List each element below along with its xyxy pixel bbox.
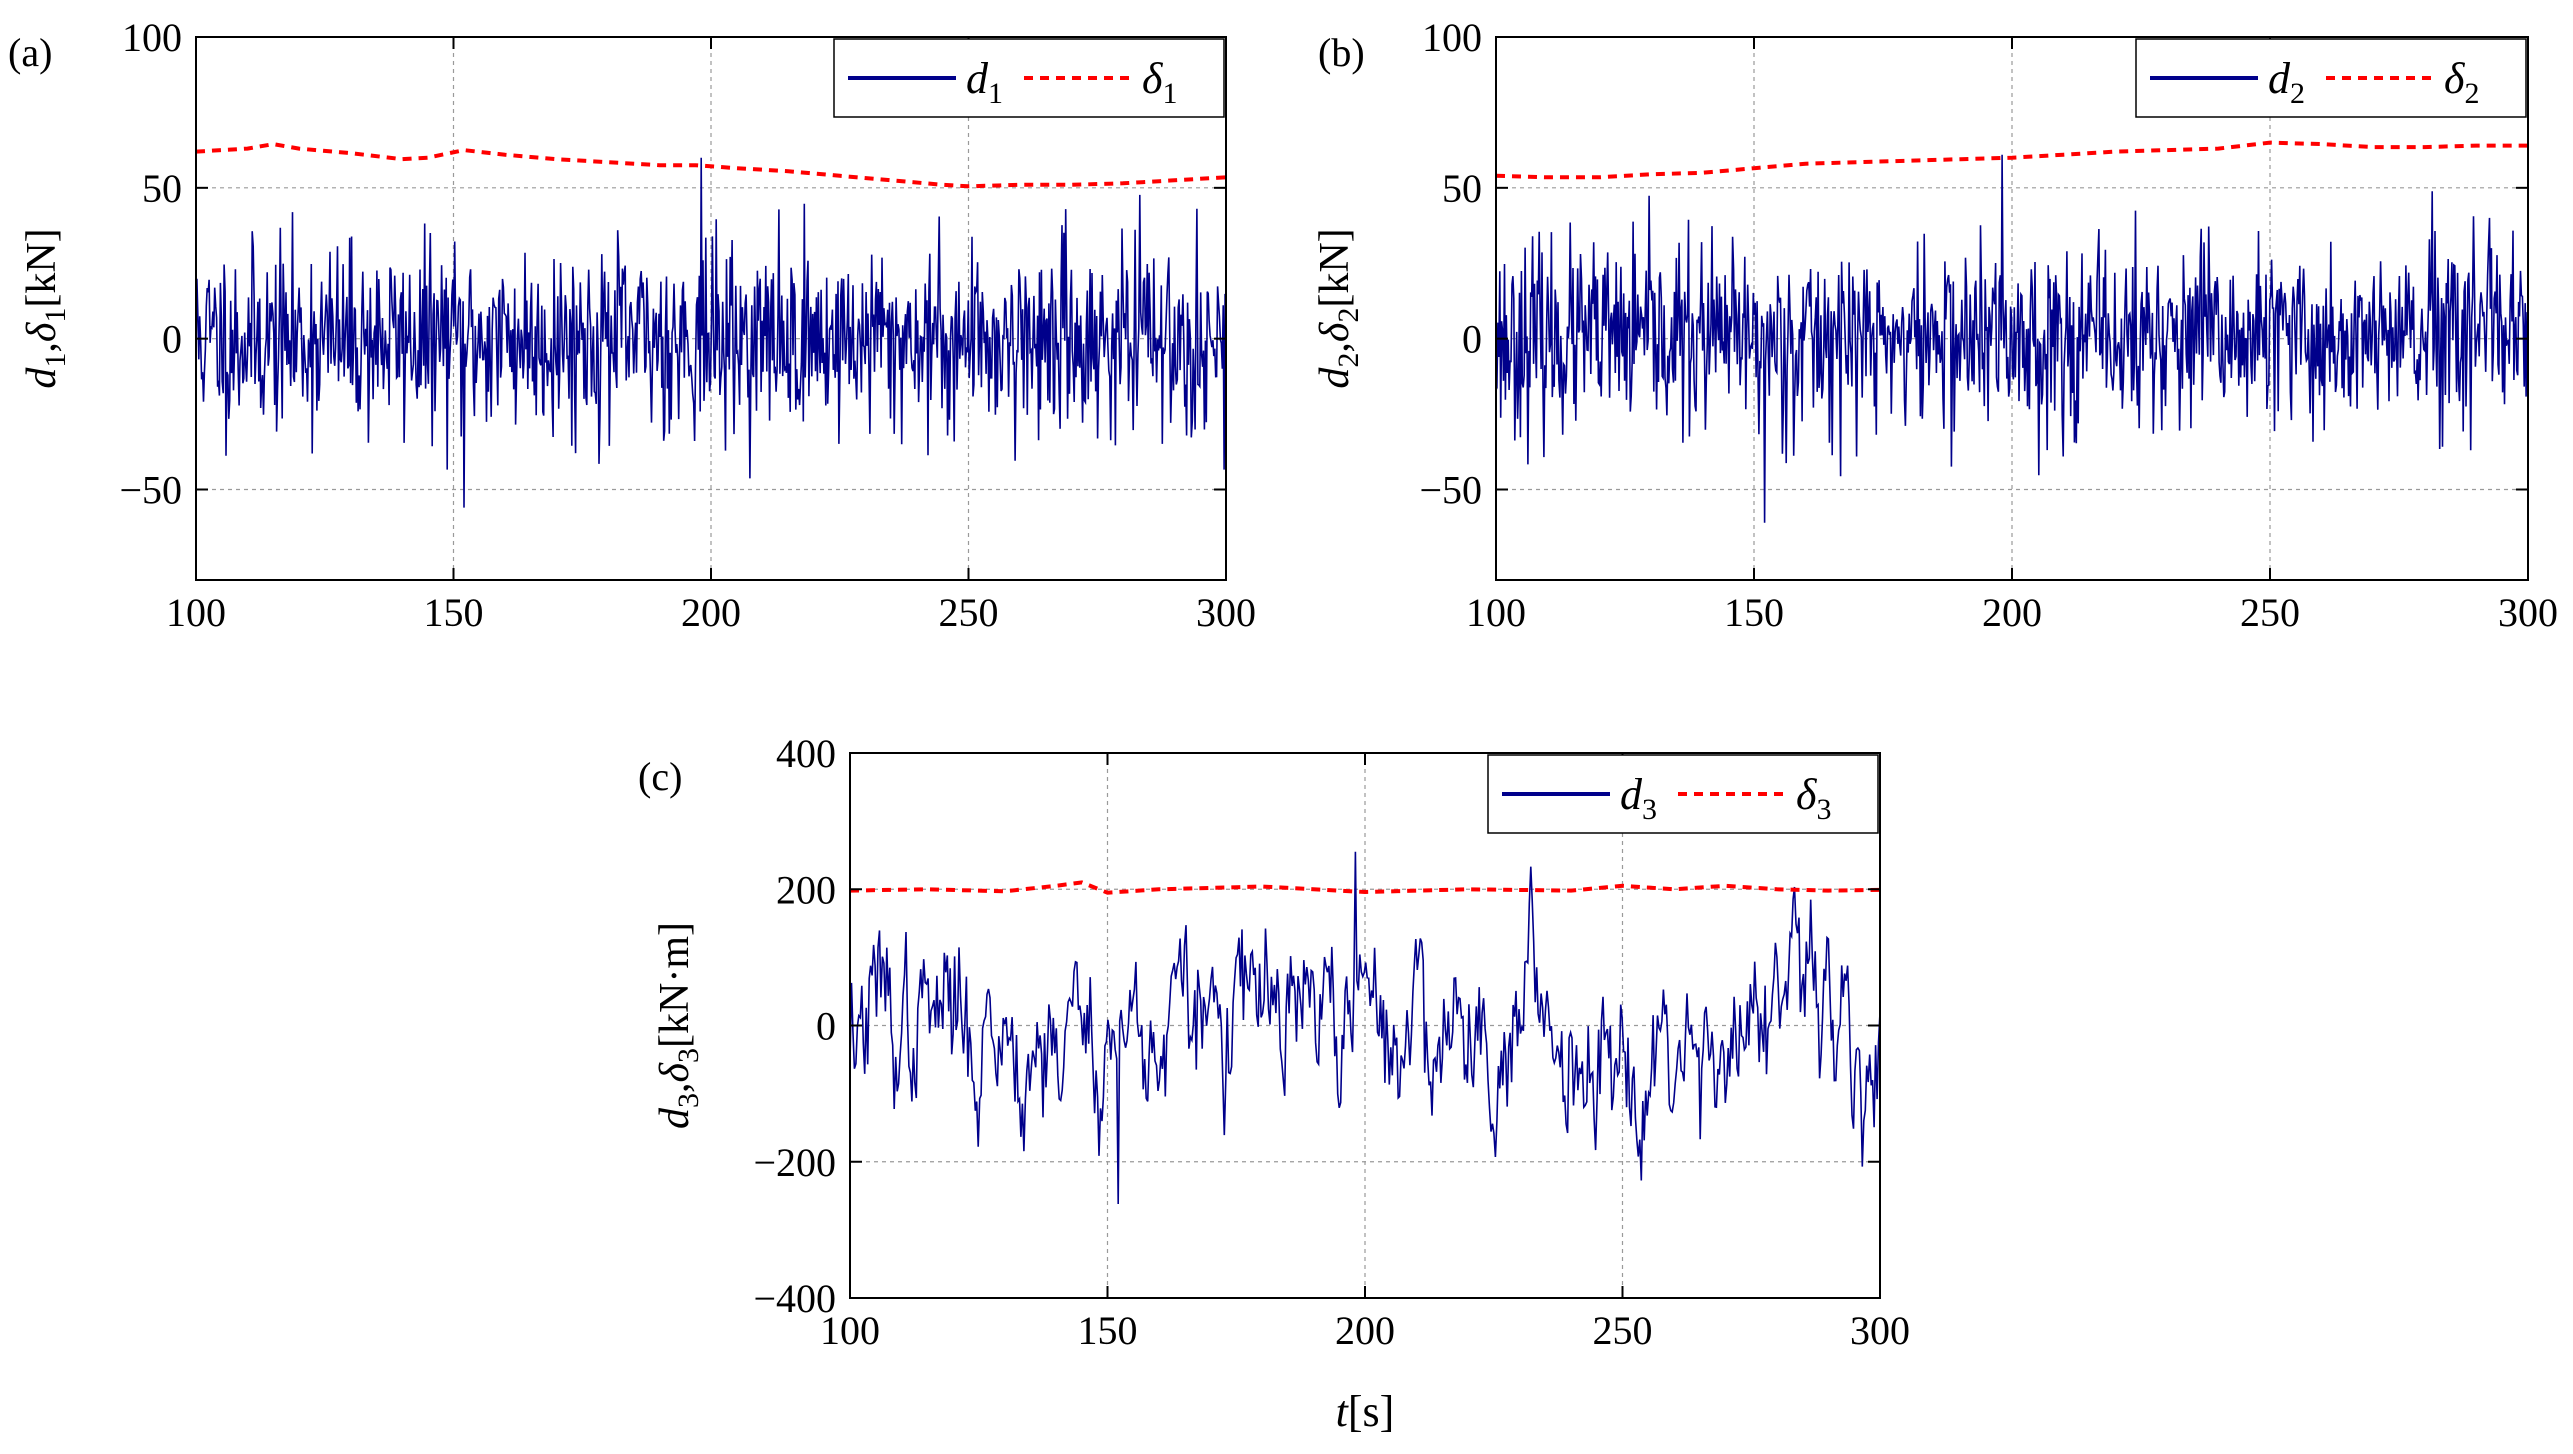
x-axis-label: t[s] — [1336, 1387, 1395, 1436]
y-label-var2: δ — [19, 321, 65, 342]
series-line-δ2 — [1496, 140, 2528, 180]
legend-sub: 3 — [1642, 793, 1657, 826]
x-tick-label: 300 — [1196, 590, 1256, 635]
y-tick-label: −50 — [119, 468, 182, 513]
y-label-sub: 3 — [672, 1093, 705, 1108]
legend-entry-2: δ2 — [2444, 54, 2479, 110]
y-axis-label-text: d1,δ1[kN] — [19, 228, 72, 388]
x-tick-label: 250 — [2240, 590, 2300, 635]
y-axis-label-text: d2,δ2[kN] — [1312, 228, 1365, 388]
legend-sub: 2 — [2290, 77, 2305, 110]
x-tick-label: 150 — [1078, 1308, 1138, 1353]
y-tick-label: 100 — [122, 15, 182, 60]
y-axis-label: d1,δ1[kN] — [19, 228, 72, 388]
y-tick-label: 100 — [1422, 15, 1482, 60]
y-label-var2: δ — [1312, 321, 1358, 342]
y-label-sep: , — [652, 1083, 698, 1094]
panel-label: (a) — [8, 30, 52, 75]
x-tick-label: 200 — [1982, 590, 2042, 635]
y-axis-label-text: d3,δ3[kN·m] — [652, 922, 705, 1129]
y-label-sub2: 1 — [39, 308, 72, 323]
legend-entry-1: d1 — [966, 54, 1003, 110]
y-axis-label: d3,δ3[kN·m] — [652, 922, 705, 1129]
legend-entry-1: d3 — [1620, 770, 1657, 826]
x-tick-label: 150 — [1724, 590, 1784, 635]
legend-name: δ — [1796, 770, 1818, 819]
y-label-var: d — [19, 367, 65, 389]
y-tick-label: −50 — [1419, 468, 1482, 513]
legend-entry-2: δ3 — [1796, 770, 1831, 826]
panel-label: (b) — [1318, 30, 1365, 75]
legend: d1 δ1 — [833, 38, 1225, 118]
y-label-var: d — [1312, 367, 1358, 389]
y-tick-label: 50 — [1442, 166, 1482, 211]
y-label-sep: , — [19, 342, 65, 353]
y-label-unit: [kN] — [19, 228, 65, 307]
x-tick-label: 300 — [1850, 1308, 1910, 1353]
legend-entry-2: δ1 — [1142, 54, 1177, 110]
x-tick-label: 150 — [424, 590, 484, 635]
y-label-sub2: 2 — [1332, 308, 1365, 323]
y-label-var: d — [652, 1107, 698, 1129]
y-label-sub: 1 — [39, 353, 72, 368]
y-label-var2: δ — [652, 1062, 698, 1083]
x-tick-label: 300 — [2498, 590, 2558, 635]
y-label-sub: 2 — [1332, 353, 1365, 368]
y-tick-label: 200 — [776, 867, 836, 912]
x-tick-label: 250 — [1593, 1308, 1653, 1353]
y-axis-label: d2,δ2[kN] — [1312, 228, 1365, 388]
x-label-var: t — [1336, 1387, 1350, 1436]
y-tick-label: 0 — [1462, 317, 1482, 362]
x-tick-label: 100 — [166, 590, 226, 635]
legend-entry-1: d2 — [2268, 54, 2305, 110]
series-line-d3 — [850, 851, 1880, 1205]
legend-sub: 1 — [1162, 77, 1177, 110]
y-tick-label: 0 — [816, 1004, 836, 1049]
x-tick-label: 200 — [1335, 1308, 1395, 1353]
legend-name: d — [2268, 54, 2291, 103]
legend-name: δ — [2444, 54, 2466, 103]
legend-name: d — [966, 54, 989, 103]
legend: d2 δ2 — [2135, 38, 2527, 118]
y-label-sub2: 3 — [672, 1048, 705, 1063]
y-label-unit: [kN] — [1312, 228, 1358, 307]
series-line-d2 — [1496, 154, 2528, 523]
y-tick-label: −400 — [753, 1276, 836, 1321]
y-label-sep: , — [1312, 342, 1358, 353]
legend-name: δ — [1142, 54, 1164, 103]
x-tick-label: 100 — [820, 1308, 880, 1353]
series-line-δ3 — [850, 880, 1880, 895]
legend-sub: 2 — [2464, 77, 2479, 110]
y-tick-label: 0 — [162, 317, 182, 362]
x-tick-label: 250 — [939, 590, 999, 635]
legend-sub: 1 — [988, 77, 1003, 110]
series-line-δ1 — [196, 142, 1226, 189]
series-line-d1 — [196, 157, 1226, 508]
x-tick-label: 100 — [1466, 590, 1526, 635]
x-tick-label: 200 — [681, 590, 741, 635]
chart-panel-c: 100 150 200 250 3004002000−200−400(c)d3,δ3[k… — [638, 731, 1910, 1436]
panel-label: (c) — [638, 754, 682, 799]
y-tick-label: 50 — [142, 166, 182, 211]
legend-name: d — [1620, 770, 1643, 819]
legend-sub: 3 — [1816, 793, 1831, 826]
x-label-unit: [s] — [1348, 1387, 1394, 1436]
legend: d3 δ3 — [1487, 754, 1879, 834]
y-label-unit: [kN·m] — [652, 922, 698, 1048]
y-tick-label: −200 — [753, 1140, 836, 1185]
y-tick-label: 400 — [776, 731, 836, 776]
